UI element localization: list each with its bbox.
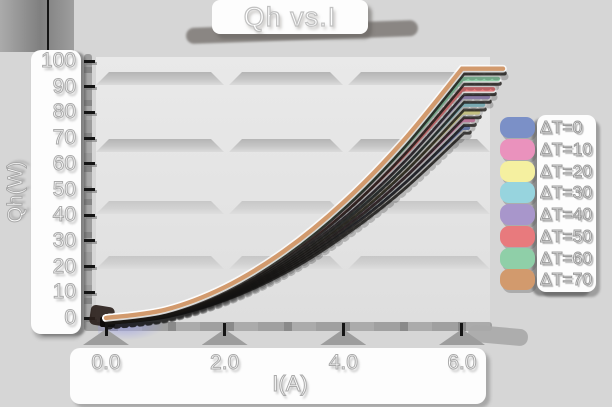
legend-swatch [500,247,535,269]
legend-item-label: ΔT=10 [540,138,593,159]
legend-swatch [500,225,535,247]
y-tick-mark [84,213,95,217]
y-tick-label: 50 [52,177,76,201]
grid-band [229,139,343,152]
x-tick-label: 2.0 [210,351,240,374]
legend-swatch [500,117,535,138]
series-curve-ΔT=50 [102,85,499,330]
y-tick-label: 70 [52,126,76,150]
legend-item-label: ΔT=30 [540,182,593,203]
grid-band [96,72,224,85]
legend-item-label: ΔT=40 [540,204,593,225]
y-tick-label: 100 [40,49,76,72]
y-tick-mark [84,85,95,89]
x-tick-label: 6.0 [447,351,477,374]
chart-title-box [212,0,368,34]
x-tick-mark [104,323,108,336]
series-curve-ΔT=70 [102,64,509,330]
legend-label-panel [537,115,596,292]
y-tick-mark [84,188,95,191]
y-tick-label: 90 [52,74,76,98]
y-tick-mark [84,290,95,294]
x-axis-title: I(A) [272,371,308,397]
grid-band [96,201,224,214]
series-curve-ΔT=60 [102,75,504,330]
y-tick-mark [84,265,95,269]
y-tick-mark [84,59,95,63]
axis-brush-smear [0,0,74,52]
grid-band [348,256,490,269]
legend-swatch [500,269,535,291]
grid-band [229,72,343,85]
x-tick-mark [341,323,345,336]
legend-swatch [500,182,535,204]
legend-item-label: ΔT=0 [540,117,583,138]
legend-swatch [500,204,535,225]
y-tick-label: 80 [52,100,76,124]
x-tick-label: 4.0 [328,351,358,374]
y-tick-mark [84,136,95,140]
x-tick-mark [223,323,227,336]
grid-band [229,201,343,214]
x-axis-line [84,322,492,331]
axis-brush-line [47,0,49,50]
legend-item-label: ΔT=20 [540,160,593,181]
chart-title: Qh vs.I [243,1,337,32]
legend-item-label: ΔT=70 [540,269,593,290]
x-tick-mark [460,323,464,336]
y-tick-label: 40 [52,203,76,227]
y-tick-mark [84,110,95,114]
x-tick-label-panel [70,348,486,404]
grid-band [96,256,224,269]
y-tick-label-panel [31,50,81,334]
legend-item-label: ΔT=60 [540,247,593,268]
legend-swatch [500,160,535,182]
y-tick-label: 10 [52,280,76,304]
y-tick-label: 0 [64,306,77,329]
y-tick-mark [84,239,95,243]
y-axis-title: Qh(W) [4,161,28,224]
legend-swatch [500,138,535,160]
legend-item-label: ΔT=50 [540,225,593,246]
x-tick-label: 0.0 [91,351,121,374]
y-tick-label: 20 [52,254,76,278]
y-tick-label: 60 [52,151,76,175]
grid-band [96,139,224,152]
y-tick-mark [84,162,95,166]
y-tick-label: 30 [52,228,76,252]
